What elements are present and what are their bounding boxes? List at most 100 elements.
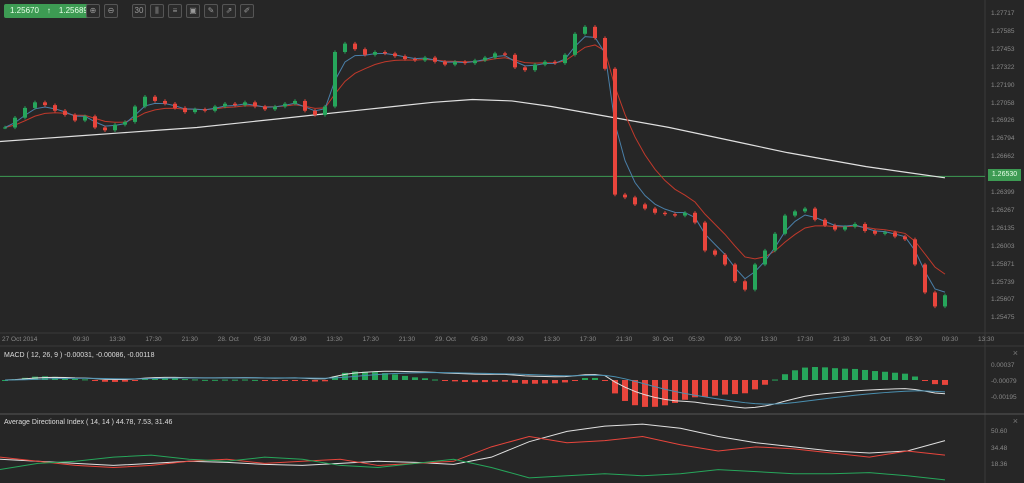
adx-tick: 50.60 <box>991 428 1008 435</box>
candle-body <box>293 100 297 104</box>
macd-histogram-bar <box>292 380 298 381</box>
macd-histogram-bar <box>272 380 278 381</box>
price-tick: 1.26399 <box>991 189 1015 196</box>
candle-body <box>143 96 147 107</box>
time-tick: 28. Oct <box>217 336 239 343</box>
candle-body <box>593 26 597 39</box>
macd-histogram-bar <box>582 378 588 380</box>
time-tick: 05:30 <box>688 336 705 343</box>
candle-body <box>43 102 47 106</box>
candle-body <box>93 116 97 128</box>
candle-body <box>653 208 657 213</box>
time-tick: 17:30 <box>145 336 162 343</box>
candle-body <box>843 226 847 230</box>
candle-body <box>393 53 397 57</box>
candle-body <box>723 254 727 265</box>
candle-body <box>583 26 587 34</box>
candle-body <box>913 239 917 265</box>
candle-body <box>553 61 557 64</box>
candle-body <box>53 105 57 111</box>
close-adx-icon[interactable]: × <box>1012 416 1018 426</box>
zoom-out-icon[interactable]: ⊖ <box>104 4 118 18</box>
plus-di-line <box>0 454 946 481</box>
candle-body <box>863 223 867 231</box>
candle-body <box>103 127 107 131</box>
macd-histogram-bar <box>442 380 448 381</box>
macd-histogram-bar <box>182 379 188 381</box>
arrow-up-icon: ↑ <box>46 6 51 15</box>
macd-histogram-bar <box>792 370 798 380</box>
zoom-in-icon[interactable]: ⊕ <box>86 4 100 18</box>
price-tick: 1.25871 <box>991 260 1015 268</box>
candle-body <box>903 236 907 240</box>
candle-body <box>543 61 547 65</box>
candle-body <box>853 223 857 227</box>
macd-histogram-bar <box>932 380 938 385</box>
macd-histogram-bar <box>222 379 228 381</box>
macd-histogram-bar <box>42 376 48 380</box>
macd-histogram-bar <box>832 368 838 380</box>
macd-histogram-bar <box>102 380 108 382</box>
candle-body <box>683 212 687 216</box>
candle-body <box>603 38 607 69</box>
macd-histogram-bar <box>722 380 728 395</box>
candle-body <box>783 215 787 234</box>
candle-body <box>933 292 937 307</box>
timeframe-icon[interactable]: 30 <box>132 4 146 18</box>
macd-histogram-bar <box>802 367 808 380</box>
screenshot-icon[interactable]: ▣ <box>186 4 200 18</box>
indicators-icon[interactable]: ≡ <box>168 4 182 18</box>
candle-body <box>73 114 77 121</box>
macd-histogram-bar <box>522 380 528 384</box>
macd-histogram-bar <box>312 380 318 382</box>
candle-body <box>123 121 127 125</box>
price-tick: 1.27322 <box>991 63 1015 71</box>
price-tick: 1.25607 <box>991 296 1015 304</box>
candle-body <box>893 232 897 237</box>
compare-icon[interactable]: ⇗ <box>222 4 236 18</box>
candle-body <box>63 110 67 115</box>
candle-body <box>163 100 167 104</box>
candle-body <box>533 64 537 71</box>
quote-badge[interactable]: 1.25670 ↑ 1.25689 <box>4 4 94 18</box>
candle-body <box>563 54 567 64</box>
macd-histogram-bar <box>262 380 268 381</box>
draw-icon[interactable]: ✐ <box>240 4 254 18</box>
macd-histogram-bar <box>242 379 248 381</box>
macd-histogram-bar <box>132 380 138 381</box>
candle-body <box>233 103 237 106</box>
candle-body <box>403 56 407 59</box>
candle-body <box>23 107 27 118</box>
candle-body <box>273 106 277 110</box>
candle-body <box>623 194 627 198</box>
candle-body <box>673 214 677 216</box>
macd-histogram-bar <box>682 380 688 400</box>
chart-toolbar: ⊕ ⊖ 30 ⫼ ≡ ▣ ✎ ⇗ ✐ <box>86 4 254 18</box>
candle-body <box>33 102 37 108</box>
macd-histogram-bar <box>382 373 388 380</box>
candle-body <box>943 295 947 307</box>
macd-tick: -0.00079 <box>991 378 1017 385</box>
candle-body <box>353 43 357 50</box>
candle-body <box>713 250 717 255</box>
macd-tick: 0.00037 <box>991 362 1015 369</box>
macd-histogram-bar <box>892 372 898 380</box>
candle-body <box>153 96 157 101</box>
macd-histogram-bar <box>352 371 358 380</box>
macd-histogram-bar <box>502 380 508 382</box>
macd-histogram-bar <box>662 380 668 406</box>
macd-histogram-bar <box>782 374 788 380</box>
price-tick: 1.26926 <box>991 117 1015 125</box>
macd-histogram-bar <box>642 380 648 407</box>
candle-body <box>183 107 187 113</box>
close-macd-icon[interactable]: × <box>1012 348 1018 358</box>
macd-histogram-bar <box>822 367 828 380</box>
time-tick: 31. Oct <box>869 336 891 343</box>
macd-histogram-bar <box>112 380 118 382</box>
macd-histogram-bar <box>552 380 558 384</box>
ask-price: 1.25689 <box>58 6 88 15</box>
candle-body <box>133 106 137 122</box>
template-icon[interactable]: ✎ <box>204 4 218 18</box>
chart-type-icon[interactable]: ⫼ <box>150 4 164 18</box>
